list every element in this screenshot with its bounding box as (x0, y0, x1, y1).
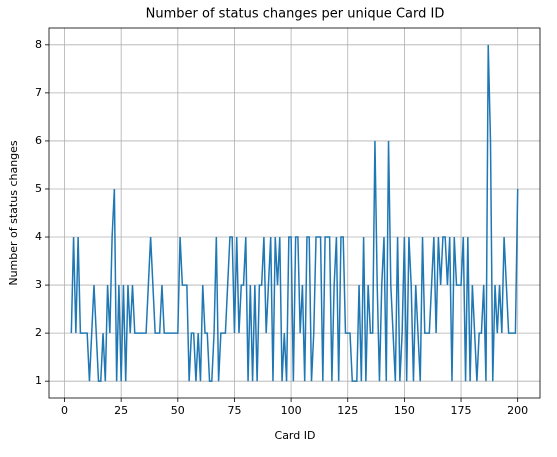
chart-title: Number of status changes per unique Card… (146, 7, 445, 22)
y-tick-label: 2 (35, 326, 42, 339)
x-tick-label: 50 (171, 404, 185, 417)
y-tick-label: 7 (35, 86, 42, 99)
y-axis-label: Number of status changes (7, 140, 20, 286)
x-tick-label: 150 (394, 404, 415, 417)
x-tick-label: 100 (281, 404, 302, 417)
x-tick-label: 125 (337, 404, 358, 417)
y-tick-label: 8 (35, 38, 42, 51)
y-tick-label: 6 (35, 134, 42, 147)
x-tick-label: 175 (451, 404, 472, 417)
x-tick-label: 25 (114, 404, 128, 417)
x-tick-label: 0 (61, 404, 68, 417)
y-tick-label: 5 (35, 182, 42, 195)
plot-frame (48, 27, 541, 399)
x-tick-label: 200 (507, 404, 528, 417)
y-tick-label: 1 (35, 374, 42, 387)
x-tick-label: 75 (227, 404, 241, 417)
y-tick-label: 3 (35, 278, 42, 291)
y-tick-label: 4 (35, 230, 42, 243)
x-axis-label: Card ID (275, 429, 316, 442)
data-line (70, 44, 519, 382)
